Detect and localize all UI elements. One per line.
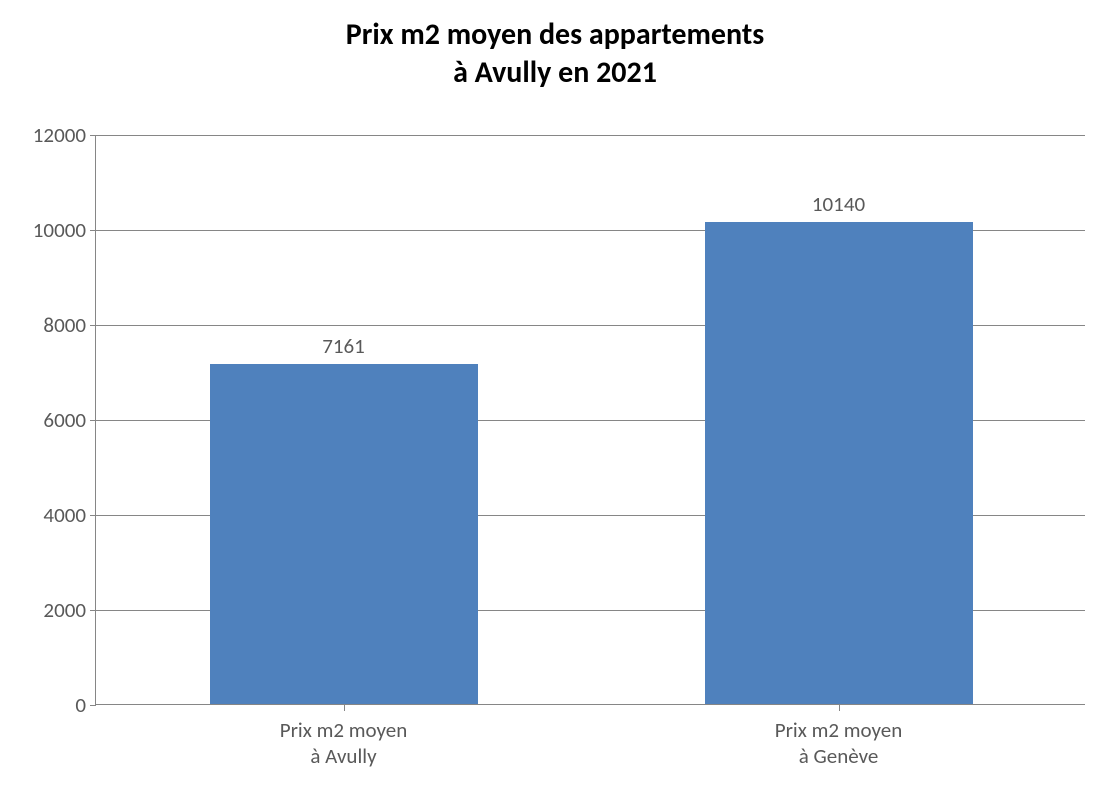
- y-tick-label: 10000: [21, 217, 86, 243]
- y-tick-mark: [90, 705, 96, 706]
- y-tick-mark: [90, 420, 96, 421]
- plot-area: 0200040006000800010000120007161Prix m2 m…: [95, 135, 1085, 705]
- x-tick-mark: [344, 705, 345, 711]
- y-tick-mark: [90, 515, 96, 516]
- x-category-label: Prix m2 moyen à Genève: [775, 717, 902, 770]
- x-category-label: Prix m2 moyen à Avully: [280, 717, 407, 770]
- bar-data-label: 10140: [812, 191, 865, 217]
- chart-title: Prix m2 moyen des appartements à Avully …: [0, 16, 1110, 91]
- bar: [705, 222, 973, 704]
- y-tick-label: 12000: [21, 122, 86, 148]
- y-tick-mark: [90, 610, 96, 611]
- y-tick-mark: [90, 325, 96, 326]
- gridline: [96, 135, 1085, 136]
- y-tick-label: 4000: [21, 502, 86, 528]
- y-tick-mark: [90, 135, 96, 136]
- y-tick-label: 6000: [21, 407, 86, 433]
- chart-title-line2: à Avully en 2021: [0, 54, 1110, 92]
- bar: [210, 364, 478, 704]
- y-tick-label: 0: [21, 692, 86, 718]
- y-tick-mark: [90, 230, 96, 231]
- y-tick-label: 2000: [21, 597, 86, 623]
- chart-container: Prix m2 moyen des appartements à Avully …: [0, 0, 1110, 789]
- bar-data-label: 7161: [322, 333, 365, 359]
- y-tick-label: 8000: [21, 312, 86, 338]
- chart-title-line1: Prix m2 moyen des appartements: [0, 16, 1110, 54]
- x-tick-mark: [839, 705, 840, 711]
